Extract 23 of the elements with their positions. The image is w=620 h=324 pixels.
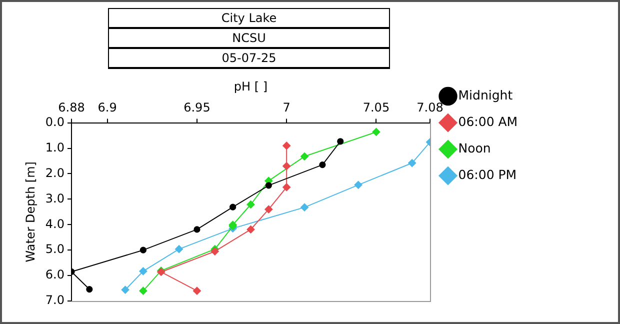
chart-title: City Lake — [108, 8, 390, 29]
y-tick-label: 2.0 — [45, 166, 64, 180]
chart-subtitle: NCSU — [108, 29, 390, 49]
x-tick-label: 6.95 — [184, 100, 210, 115]
y-tick-label: 3.0 — [45, 191, 64, 206]
x-tick-label: 7 — [282, 100, 290, 115]
y-tick-label: 1.0 — [45, 140, 64, 154]
y-tick-label: 0.0 — [45, 114, 64, 129]
x-axis-title: pH [ ] — [234, 79, 268, 94]
x-tick-label: 6.88 — [58, 100, 85, 115]
legend-label: 06:00 AM — [458, 114, 518, 129]
legend-label: 06:00 PM — [458, 167, 517, 182]
y-tick-label: 4.0 — [45, 216, 64, 231]
legend-label: Noon — [458, 140, 491, 156]
text: 05-07-25 — [108, 49, 390, 69]
legend-label: Midnight — [458, 88, 513, 102]
x-tick-label: 7.08 — [416, 100, 444, 115]
x-tick-label: 6.9 — [98, 100, 117, 115]
y-tick-label: 7.0 — [45, 293, 64, 308]
x-tick-label: 7.05 — [362, 100, 390, 115]
y-tick-label: 5.0 — [45, 242, 64, 256]
y-tick-label: 6.0 — [45, 268, 64, 282]
y-axis-title: Water Depth [m] — [23, 162, 38, 262]
